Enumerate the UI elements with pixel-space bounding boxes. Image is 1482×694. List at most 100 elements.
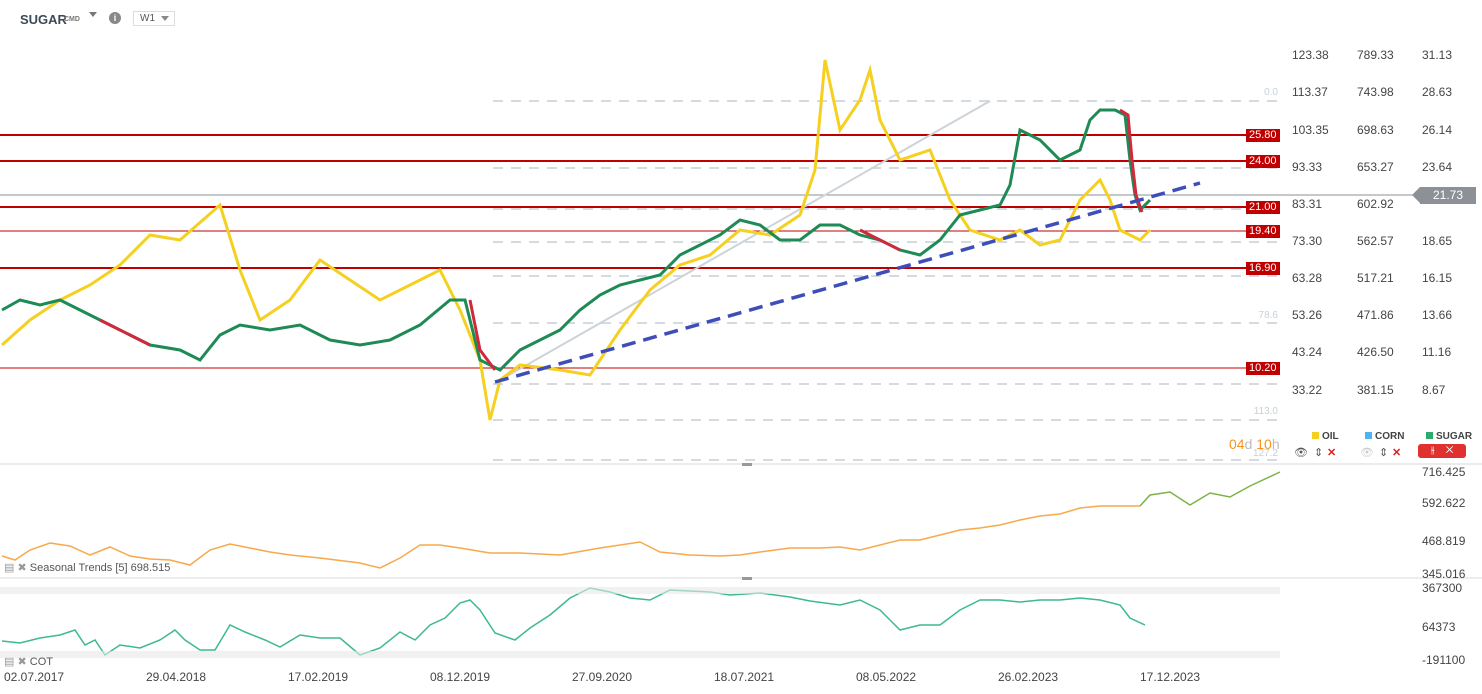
- info-icon[interactable]: i: [109, 12, 121, 24]
- legend-corn: CORN: [1365, 431, 1404, 442]
- sugar-chart-controls[interactable]: ⫳ ✕: [1418, 444, 1466, 458]
- legend-label: OIL: [1322, 431, 1339, 442]
- date-label: 08.12.2019: [430, 670, 491, 684]
- oil-axis-label: 83.31: [1292, 197, 1323, 211]
- corn-axis-label: 426.50: [1357, 345, 1394, 359]
- sugar-axis-label: 31.13: [1422, 48, 1453, 62]
- oil-visibility-eye-icon[interactable]: 👁: [1294, 447, 1308, 459]
- legend-label: CORN: [1375, 431, 1405, 442]
- legend-sugar: SUGAR: [1426, 431, 1472, 442]
- cot-series: [1, 587, 1146, 657]
- corn-axis-label: 562.57: [1357, 234, 1394, 248]
- sugar-axis-label: 11.16: [1422, 345, 1452, 359]
- oil-color-swatch: [1312, 432, 1319, 439]
- corn-axis-label: 517.21: [1357, 271, 1394, 285]
- oil-axis-label: 53.26: [1292, 308, 1323, 322]
- timeframe-value: W1: [140, 13, 155, 24]
- fibonacci-lines: [493, 100, 1280, 461]
- oil-reorder-icon[interactable]: ⇕: [1314, 447, 1324, 459]
- support-trendline: [494, 181, 1201, 384]
- corn-color-swatch: [1365, 432, 1372, 439]
- fib-label: 78.6: [1258, 310, 1278, 321]
- date-label: 17.12.2023: [1140, 670, 1201, 684]
- oil-axis-label: 123.38: [1292, 48, 1329, 62]
- seasonal-axis-label: 716.425: [1422, 465, 1466, 479]
- timer-d: d: [1244, 436, 1253, 452]
- indicator-close-icon[interactable]: ✖: [17, 656, 27, 668]
- level-badge[interactable]: 16.90: [1246, 262, 1280, 275]
- timer-hours: 10: [1256, 436, 1272, 452]
- corn-axis-label: 471.86: [1357, 308, 1394, 322]
- sugar-axis-label: 23.64: [1422, 160, 1453, 174]
- chart-toolbar: SUGAR CMD i W1: [0, 0, 1482, 36]
- symbol-name[interactable]: SUGAR: [20, 12, 67, 27]
- cot-axis-label: 64373: [1422, 620, 1456, 634]
- date-label: 29.04.2018: [146, 670, 207, 684]
- chevron-down-icon: [161, 16, 169, 21]
- oil-axis-label: 103.35: [1292, 123, 1329, 137]
- level-badge[interactable]: 24.00: [1246, 155, 1280, 168]
- fib-label: 0.0: [1264, 87, 1278, 98]
- date-label: 17.02.2019: [288, 670, 349, 684]
- indicator-settings-icon[interactable]: ▤: [4, 562, 15, 574]
- level-lines: [0, 134, 1280, 369]
- seasonal-series-recent: [1139, 471, 1281, 507]
- level-badge[interactable]: 25.80: [1246, 129, 1280, 142]
- corn-axis-label: 602.92: [1357, 197, 1394, 211]
- oil-axis-label: 93.33: [1292, 160, 1323, 174]
- seasonal-axis-label: 468.819: [1422, 534, 1466, 548]
- corn-reorder-icon[interactable]: ⇕: [1379, 447, 1389, 459]
- cot-axis-label: 367300: [1422, 581, 1463, 595]
- date-label: 27.09.2020: [572, 670, 633, 684]
- date-label: 26.02.2023: [998, 670, 1059, 684]
- symbol-type: CMD: [64, 16, 80, 23]
- oil-axis-label: 33.22: [1292, 383, 1323, 397]
- date-label: 02.07.2017: [4, 670, 65, 684]
- current-price-tag: 21.73: [1412, 187, 1476, 204]
- indicator-close-icon[interactable]: ✖: [17, 562, 27, 574]
- oil-axis-label: 113.37: [1292, 85, 1328, 99]
- corn-axis-label: 653.27: [1357, 160, 1394, 174]
- fib-label: 113.0: [1253, 406, 1278, 417]
- sugar-axis-label: 8.67: [1422, 383, 1446, 397]
- level-badge[interactable]: 10.20: [1246, 362, 1280, 375]
- oil-series: [1, 59, 1152, 421]
- sugar-axis-label: 28.63: [1422, 85, 1453, 99]
- cot-indicator-header: ▤ ✖ COT: [4, 655, 53, 668]
- oil-axis-label: 73.30: [1292, 234, 1323, 248]
- legend-label: SUGAR: [1436, 431, 1473, 442]
- level-badge[interactable]: 19.40: [1246, 225, 1280, 238]
- timer-days: 04: [1229, 436, 1245, 452]
- timeframe-select[interactable]: W1: [133, 11, 175, 26]
- date-label: 08.05.2022: [856, 670, 917, 684]
- corn-axis-label: 381.15: [1357, 383, 1394, 397]
- corn-axis-label: 743.98: [1357, 85, 1394, 99]
- sugar-axis-label: 13.66: [1422, 308, 1453, 322]
- candle-timer: 04d 10h: [1229, 436, 1280, 452]
- oil-axis-label: 63.28: [1292, 271, 1323, 285]
- corn-axis-label: 698.63: [1357, 123, 1394, 137]
- corn-remove-close-icon[interactable]: ✕: [1392, 447, 1402, 459]
- oil-axis-label: 43.24: [1292, 345, 1323, 359]
- candlestick-type-icon[interactable]: ⫳: [1430, 445, 1435, 456]
- sugar-axis-label: 16.15: [1422, 271, 1453, 285]
- cot-axis-label: -191100: [1422, 653, 1466, 667]
- sugar-remove-close-icon[interactable]: ✕: [1445, 445, 1454, 456]
- cot-label: COT: [29, 656, 53, 668]
- seasonal-series: [1, 505, 1140, 569]
- legend-oil: OIL: [1312, 431, 1339, 442]
- seasonal-label: Seasonal Trends [5] 698.515: [29, 562, 171, 574]
- sugar-series: [1, 108, 1152, 372]
- seasonal-indicator-header: ▤ ✖ Seasonal Trends [5] 698.515: [4, 561, 170, 574]
- date-label: 18.07.2021: [714, 670, 775, 684]
- corn-visibility-eye-icon[interactable]: 👁: [1360, 447, 1374, 459]
- sugar-color-swatch: [1426, 432, 1433, 439]
- symbol-dropdown-icon[interactable]: [89, 12, 97, 17]
- sugar-axis-label: 18.65: [1422, 234, 1453, 248]
- oil-remove-close-icon[interactable]: ✕: [1327, 447, 1337, 459]
- timer-h: h: [1271, 436, 1280, 452]
- corn-axis-label: 789.33: [1357, 48, 1394, 62]
- indicator-settings-icon[interactable]: ▤: [4, 656, 15, 668]
- level-badge[interactable]: 21.00: [1246, 201, 1280, 214]
